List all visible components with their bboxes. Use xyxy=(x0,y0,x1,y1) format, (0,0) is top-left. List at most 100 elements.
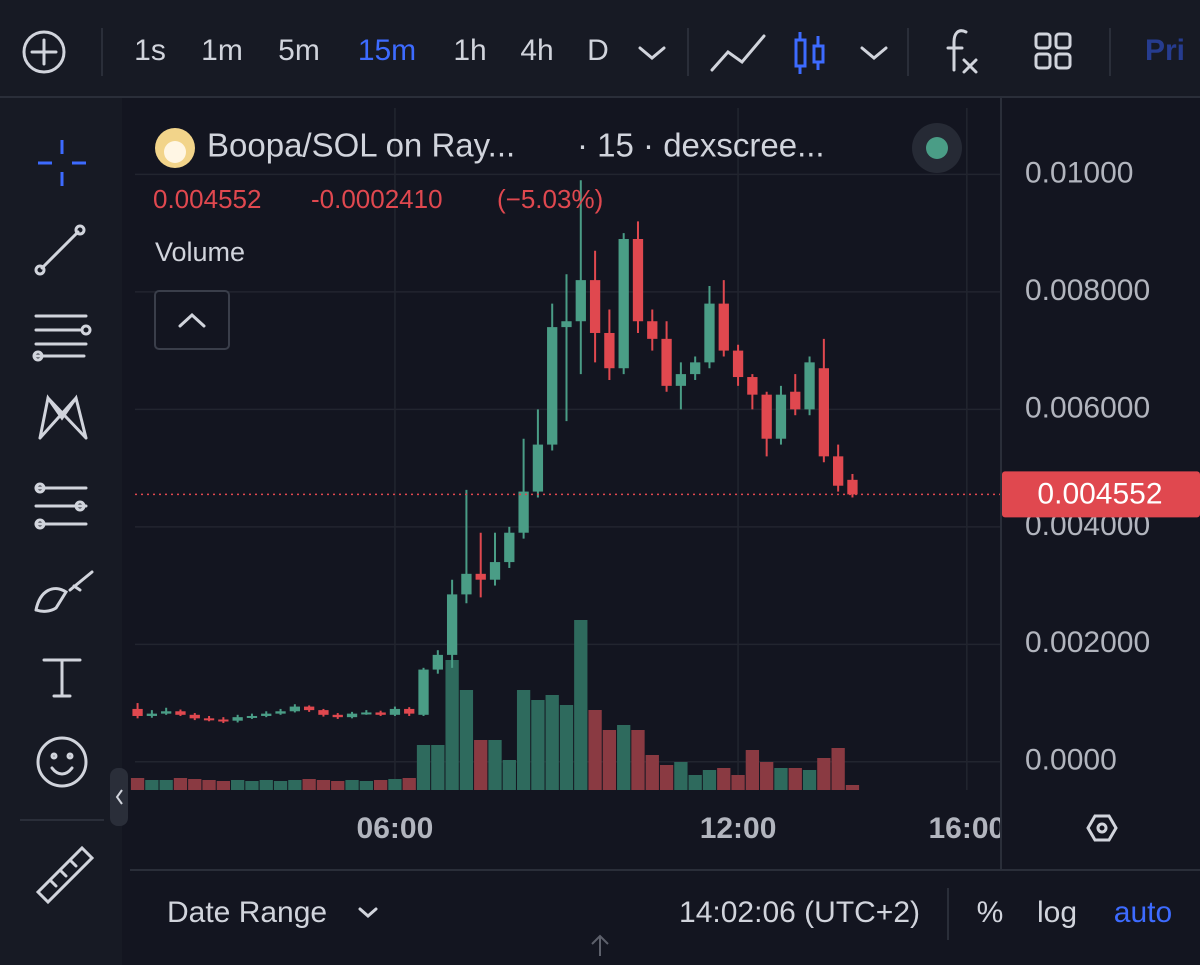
last-price: 0.004552 xyxy=(153,184,261,214)
volume-bar xyxy=(488,740,502,790)
volume-bar xyxy=(245,781,259,790)
x-tick-label: 16:00 xyxy=(928,812,1005,845)
y-tick-label: 0.002000 xyxy=(1025,626,1150,659)
candle-body xyxy=(161,711,172,714)
candle-body xyxy=(303,706,315,711)
interval-button[interactable]: 1m xyxy=(201,34,243,67)
fib-tool[interactable] xyxy=(34,482,88,530)
y-tick-label: 0.008000 xyxy=(1025,274,1150,307)
settings-icon xyxy=(1096,822,1108,834)
emoji-tool[interactable] xyxy=(36,736,88,788)
candle-body xyxy=(318,710,329,715)
parallel-lines-tool[interactable] xyxy=(32,314,92,362)
top-toolbar xyxy=(0,0,1200,96)
candle-body xyxy=(804,362,815,410)
candle-body xyxy=(532,444,544,492)
volume-bar xyxy=(273,781,288,790)
interval-dropdown[interactable] xyxy=(638,46,666,60)
text-tool[interactable] xyxy=(42,658,82,698)
candle-body xyxy=(232,717,243,721)
candle-body xyxy=(275,711,286,714)
auto-toggle[interactable]: auto xyxy=(1114,896,1172,929)
volume-bar xyxy=(145,780,159,790)
volume-bar xyxy=(574,620,588,790)
candle-body xyxy=(518,491,529,533)
volume-bar xyxy=(774,768,788,790)
x-tick-label: 06:00 xyxy=(357,812,434,845)
interval-button[interactable]: 1h xyxy=(453,34,486,67)
interval-button[interactable]: 1s xyxy=(134,34,166,67)
candle-chart-button[interactable] xyxy=(794,32,825,74)
candle-body xyxy=(418,669,429,715)
volume-bar xyxy=(788,768,802,790)
volume-bar xyxy=(459,690,474,790)
volume-bar xyxy=(331,781,345,790)
interval-button[interactable]: D xyxy=(587,34,609,67)
brush-tool[interactable] xyxy=(34,570,94,613)
price-change-pct: (−5.03%) xyxy=(497,184,603,214)
layout-button[interactable] xyxy=(1034,32,1072,70)
interval-button[interactable]: 4h xyxy=(520,34,553,67)
candle-body xyxy=(747,377,758,395)
candle-body xyxy=(647,321,658,339)
volume-bar xyxy=(445,660,459,790)
candle-body xyxy=(561,321,572,328)
candle-body xyxy=(847,479,858,495)
price-tab[interactable]: Pri xyxy=(1145,34,1185,67)
candle-body xyxy=(361,712,372,715)
volume-bar xyxy=(760,762,774,790)
pair-title: Boopa/SOL on Ray... xyxy=(207,127,515,164)
volume-bar xyxy=(674,762,688,790)
y-tick-label: 0.01000 xyxy=(1025,156,1133,189)
settings-button[interactable] xyxy=(1086,814,1118,842)
crosshair-tool[interactable] xyxy=(38,140,86,186)
interval-button[interactable]: 5m xyxy=(278,34,320,67)
candle-body xyxy=(389,708,401,715)
volume-bar xyxy=(302,779,316,790)
candle-body xyxy=(675,374,687,386)
line-chart-button[interactable] xyxy=(710,34,766,72)
ruler-tool[interactable] xyxy=(35,845,95,905)
volume-bar xyxy=(359,781,373,790)
collapse-toolbar[interactable] xyxy=(110,768,128,826)
log-toggle[interactable]: log xyxy=(1037,896,1077,929)
volume-bar xyxy=(559,705,574,790)
volume-bar xyxy=(202,780,216,790)
token-avatar-face xyxy=(164,141,186,163)
clock: 14:02:06 (UTC+2) xyxy=(679,896,920,929)
volume-bar xyxy=(588,710,602,790)
trend-line-tool[interactable] xyxy=(34,224,86,276)
candle-body xyxy=(332,714,343,718)
interval-button[interactable]: 15m xyxy=(358,34,416,67)
candle-body xyxy=(732,350,744,378)
volume-bar xyxy=(216,781,231,790)
date-range[interactable]: Date Range xyxy=(167,896,327,929)
volume-bar xyxy=(159,780,173,790)
volume-bar xyxy=(802,770,817,790)
candle-body xyxy=(346,713,358,718)
candle-body xyxy=(547,327,558,445)
candle-body xyxy=(375,712,386,715)
candle-body xyxy=(203,718,215,721)
price-change: -0.0002410 xyxy=(311,184,443,214)
volume-bar xyxy=(845,785,860,790)
volume-bar xyxy=(617,725,631,790)
add-button[interactable] xyxy=(22,30,66,74)
indicators-button[interactable] xyxy=(946,29,978,74)
y-tick-label: 0.0000 xyxy=(1025,744,1117,777)
plot: 0.00000.0020000.0040000.0060000.0080000.… xyxy=(130,108,1200,845)
collapse-legend[interactable] xyxy=(154,290,230,350)
x-tick-label: 12:00 xyxy=(700,812,777,845)
collapse-legend-icon xyxy=(178,312,206,328)
percent-toggle[interactable]: % xyxy=(977,896,1004,929)
time-axis: 06:00 12:00 16:00 xyxy=(357,812,1005,845)
volume-bar xyxy=(402,778,416,790)
chart-type-dropdown[interactable] xyxy=(860,46,888,60)
left-toolbar xyxy=(0,98,122,965)
date-range-dropdown[interactable] xyxy=(358,907,378,918)
volume-bar xyxy=(688,775,702,790)
pattern-tool[interactable] xyxy=(38,394,88,440)
candle-body xyxy=(604,332,615,369)
candle-body xyxy=(589,280,601,333)
scroll-up[interactable] xyxy=(591,934,609,956)
